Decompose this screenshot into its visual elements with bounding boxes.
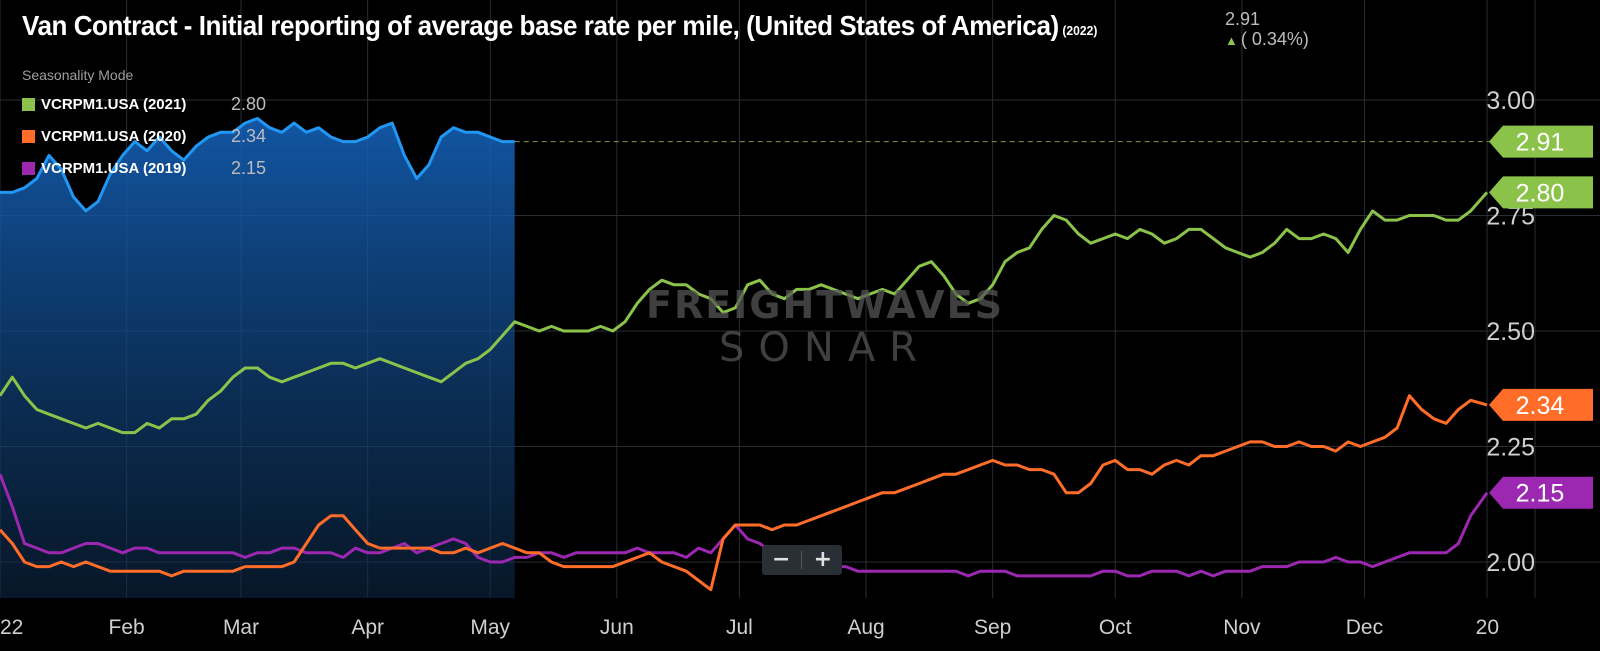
x-tick-label: Jun [600,616,634,639]
end-label-current-shape [1489,125,1593,158]
legend-value-2019: 2.15 [231,157,267,178]
x-tick-label: Apr [351,616,384,639]
x-axis-ticks: 22 Feb Mar Apr May Jun Jul Aug Sep Oct Nov Dec 20 [0,616,1499,639]
chart-title-year: (2022) [1062,23,1098,38]
current-value-block: 2.91 ▲( 0.34%) [1225,9,1309,51]
zoom-out-button[interactable]: − [771,547,791,572]
legend-item-2021[interactable]: VCRPM1.USA (2021) 2.80 [22,88,266,120]
zoom-in-button[interactable]: + [813,547,833,572]
y-tick-label: 2.50 [1486,318,1535,346]
legend-label-2019: VCRPM1.USA (2019) [41,159,187,177]
seasonality-mode-label: Seasonality Mode [22,67,134,83]
x-tick-label: Sep [974,616,1011,639]
y-tick-label: 3.00 [1486,87,1535,115]
y-tick-label: 2.25 [1486,434,1535,462]
zoom-divider [801,551,803,569]
legend-item-2020[interactable]: VCRPM1.USA (2020) 2.34 [22,120,266,152]
area-layer [0,118,515,598]
x-tick-label: Nov [1223,616,1261,639]
end-label-current-text: 2.91 [1516,129,1565,157]
zoom-control: − + [762,545,842,575]
end-label-2019-text: 2.15 [1516,480,1565,508]
x-tick-label: Jul [726,616,753,639]
series-layer [0,117,1489,592]
x-tick-label: May [470,616,510,639]
legend-swatch-2019 [22,161,35,175]
series-line-2021[interactable] [0,191,1489,435]
current-value: 2.91 [1225,9,1261,29]
y-axis-ticks: 2.002.252.502.753.00 [1486,87,1535,577]
series-line-2020[interactable] [0,394,1488,592]
legend-label-2020: VCRPM1.USA (2020) [41,127,187,145]
legend-label-2021: VCRPM1.USA (2021) [41,95,187,113]
series-line-2022[interactable] [0,117,515,213]
end-label-2021-shape [1489,176,1593,209]
end-label-2020-shape [1489,388,1593,421]
chart-title: Van Contract - Initial reporting of aver… [22,10,1097,42]
x-tick-label: Aug [847,616,884,639]
end-labels: 2.91 2.80 2.34 2.15 [1489,125,1593,509]
legend-value-2021: 2.80 [231,93,267,114]
change-value: ▲( 0.34%) [1225,29,1309,51]
y-tick-label: 2.00 [1486,549,1535,577]
legend-item-2019[interactable]: VCRPM1.USA (2019) 2.15 [22,152,266,184]
end-label-2020-text: 2.34 [1516,392,1565,420]
legend-swatch-2021 [22,97,35,111]
end-label-2019-shape [1489,476,1593,509]
legend-value-2020: 2.34 [231,125,267,146]
end-label-current: 2.91 [1489,125,1593,158]
end-label-2020: 2.34 [1489,388,1593,421]
legend: VCRPM1.USA (2021) 2.80 VCRPM1.USA (2020)… [22,88,266,184]
change-text: ( 0.34%) [1240,29,1309,49]
end-label-2019: 2.15 [1489,476,1593,509]
chart-title-text: Van Contract - Initial reporting of aver… [22,10,1059,41]
x-tick-label: Feb [109,616,145,639]
end-label-2021: 2.80 [1489,176,1593,209]
x-tick-label: 22 [0,616,23,639]
series-line-2019[interactable] [0,473,1489,578]
legend-swatch-2020 [22,129,35,143]
x-tick-label: Oct [1099,616,1132,639]
series-area-2022 [0,118,515,598]
up-arrow-icon: ▲ [1225,33,1238,48]
x-tick-label: Dec [1346,616,1383,639]
x-tick-label: 20 [1476,616,1499,639]
end-label-2021-text: 2.80 [1516,179,1565,207]
x-tick-label: Mar [223,616,259,639]
